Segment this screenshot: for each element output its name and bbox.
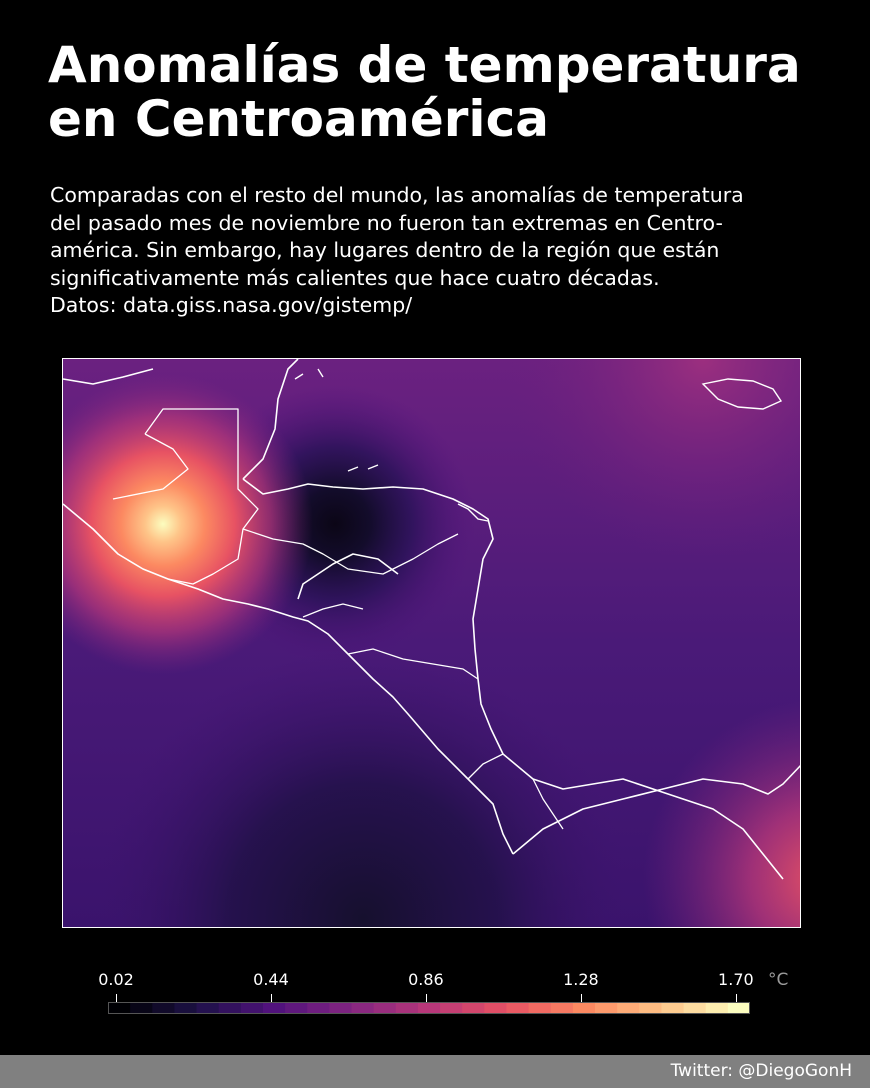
title-line-1: Anomalías de temperatura [48,36,801,94]
subtitle-line-2: del pasado mes de noviembre no fueron ta… [50,210,723,235]
colorbar-step [174,1002,198,1014]
map-canvas [63,359,800,927]
colorbar: 0.02 0.44 0.86 1.28 1.70 °C [98,960,798,1020]
anomaly-hot-spot [63,359,800,927]
colorbar-tick-label: 1.28 [563,970,599,989]
chart-subtitle: Comparadas con el resto del mundo, las a… [50,182,840,320]
coastlines [63,359,800,880]
subtitle-line-1: Comparadas con el resto del mundo, las a… [50,183,744,207]
colorbar-step [484,1002,508,1014]
colorbar-tick-mark [116,994,117,1002]
colorbar-tick-mark [735,994,737,1002]
colorbar-border [108,1002,750,1014]
belize-cays [294,368,324,380]
small-islands [347,464,379,472]
colorbar-step [196,1002,220,1014]
colorbar-step [528,1002,552,1014]
colorbar-step [639,1002,663,1014]
colorbar-step [417,1002,441,1014]
temperature-anomaly-map [62,358,801,928]
colorbar-step [462,1002,485,1014]
subtitle-line-3: américa. Sin embargo, hay lugares dentro… [50,238,720,262]
colorbar-step [351,1002,375,1014]
colorbar-step [661,1002,685,1014]
colorbar-step [218,1002,242,1014]
colorbar-tick-label: 0.02 [98,970,134,989]
country-borders [112,408,564,830]
colorbar-step [262,1002,286,1014]
colorbar-step [683,1002,707,1014]
colorbar-step [550,1002,574,1014]
bay-islands [457,503,489,522]
colorbar-step [727,1002,750,1014]
colorbar-tick-mark [270,994,272,1002]
colorbar-step [307,1002,330,1014]
colorbar-tick-mark [580,994,582,1002]
colorbar-step [395,1002,419,1014]
colorbar-step [240,1002,264,1014]
colorbar-step [572,1002,596,1014]
colorbar-step [108,1002,131,1014]
colorbar-step [705,1002,729,1014]
colorbar-step [152,1002,176,1014]
colorbar-step [617,1002,640,1014]
title-line-2: en Centroamérica [48,90,549,148]
colorbar-unit: °C [768,970,789,990]
subtitle-line-4: significativamente más calientes que hac… [50,265,660,290]
islands [294,368,783,522]
colorbar-step [130,1002,153,1014]
colorbar-tick-label: 1.70 [718,970,754,989]
colorbar-step [506,1002,530,1014]
colorbar-step [329,1002,353,1014]
colorbar-step [373,1002,397,1014]
colorbar-step [595,1002,618,1014]
footer-bar: Twitter: @DiegoGonH [0,1055,870,1088]
colorbar-tick-mark [425,994,427,1002]
subtitle-line-5: Datos: data.giss.nasa.gov/gistemp/ [50,293,413,317]
chart-title: Anomalías de temperatura en Centroaméric… [48,38,848,146]
colorbar-step [285,1002,308,1014]
colorbar-step [440,1002,463,1014]
colorbar-bar [108,1002,750,1014]
footer-credit: Twitter: @DiegoGonH [670,1061,852,1081]
colorbar-tick-label: 0.86 [408,970,444,989]
colorbar-tick-label: 0.44 [253,970,289,989]
jamaica [701,378,783,410]
